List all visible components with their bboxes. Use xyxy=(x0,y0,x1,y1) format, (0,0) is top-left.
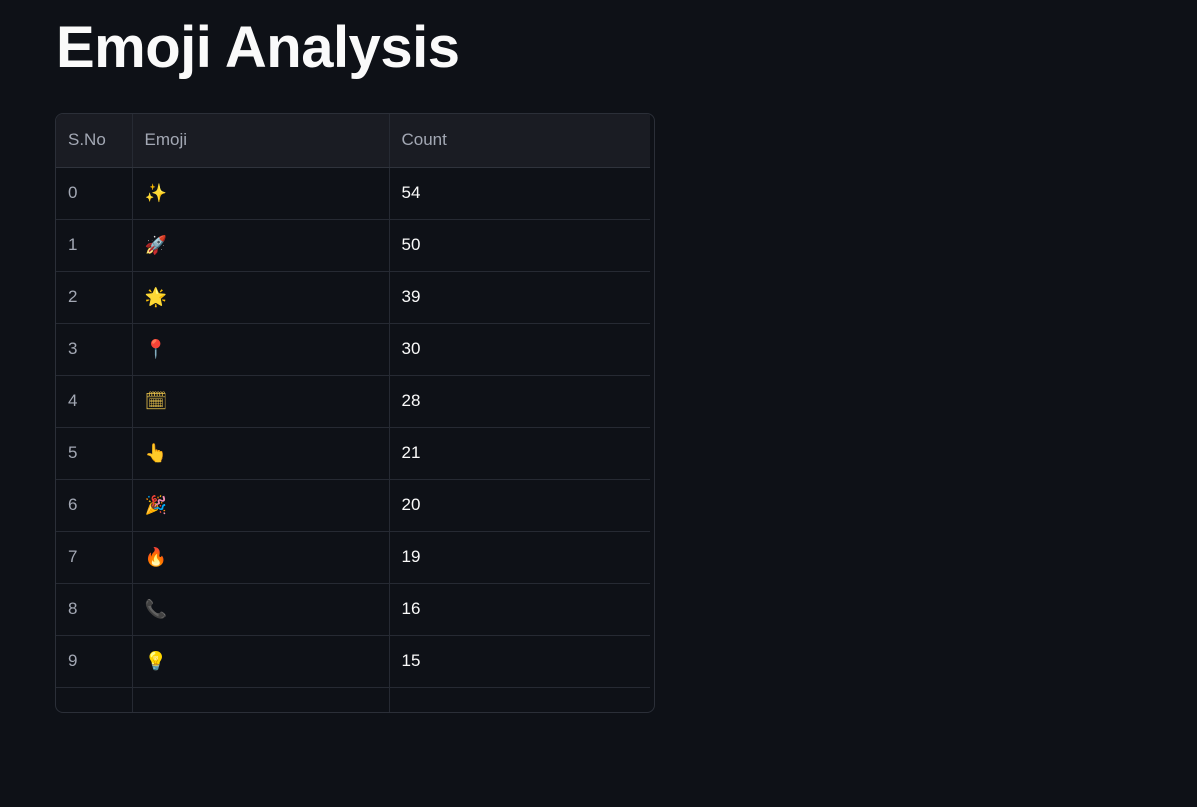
emoji-cell[interactable]: 🌟 xyxy=(132,271,390,324)
emoji-cell[interactable]: ✨ xyxy=(132,167,390,220)
table-row: 7 🔥 19 xyxy=(56,531,650,584)
column-header-count[interactable]: Count xyxy=(389,114,650,168)
emoji-cell[interactable]: 📍 xyxy=(132,323,390,376)
table-row: 5 👆 21 xyxy=(56,427,650,480)
emoji-cell[interactable] xyxy=(132,687,390,712)
column-header-emoji[interactable]: Emoji xyxy=(132,114,390,168)
emoji-table: S.No Emoji Count 0 ✨ 54 1 🚀 50 2 xyxy=(56,114,650,712)
emoji-cell[interactable]: 🗓 xyxy=(132,375,390,428)
column-header-sno[interactable]: S.No xyxy=(56,114,133,168)
table-row-partial xyxy=(56,687,650,712)
emoji-cell[interactable]: 🚀 xyxy=(132,219,390,272)
count-cell[interactable]: 28 xyxy=(389,375,650,428)
row-index-cell[interactable]: 7 xyxy=(56,531,133,584)
table-header-row: S.No Emoji Count xyxy=(56,114,650,168)
count-cell[interactable]: 19 xyxy=(389,531,650,584)
count-cell[interactable]: 50 xyxy=(389,219,650,272)
row-index-cell[interactable]: 8 xyxy=(56,583,133,636)
row-index-cell[interactable]: 3 xyxy=(56,323,133,376)
emoji-cell[interactable]: 💡 xyxy=(132,635,390,688)
table-row: 8 📞 16 xyxy=(56,583,650,636)
row-index-cell[interactable] xyxy=(56,687,133,712)
table-row: 4 🗓 28 xyxy=(56,375,650,428)
count-cell[interactable]: 39 xyxy=(389,271,650,324)
count-cell[interactable]: 16 xyxy=(389,583,650,636)
count-cell[interactable]: 15 xyxy=(389,635,650,688)
emoji-cell[interactable]: 👆 xyxy=(132,427,390,480)
emoji-cell[interactable]: 📞 xyxy=(132,583,390,636)
count-cell[interactable]: 21 xyxy=(389,427,650,480)
row-index-cell[interactable]: 4 xyxy=(56,375,133,428)
table-row: 1 🚀 50 xyxy=(56,219,650,272)
table-row: 9 💡 15 xyxy=(56,635,650,688)
row-index-cell[interactable]: 5 xyxy=(56,427,133,480)
row-index-cell[interactable]: 2 xyxy=(56,271,133,324)
table-row: 0 ✨ 54 xyxy=(56,167,650,220)
table-row: 2 🌟 39 xyxy=(56,271,650,324)
table-row: 3 📍 30 xyxy=(56,323,650,376)
emoji-data-grid[interactable]: S.No Emoji Count 0 ✨ 54 1 🚀 50 2 xyxy=(55,113,655,713)
row-index-cell[interactable]: 0 xyxy=(56,167,133,220)
row-index-cell[interactable]: 6 xyxy=(56,479,133,532)
count-cell[interactable]: 54 xyxy=(389,167,650,220)
count-cell[interactable]: 20 xyxy=(389,479,650,532)
count-cell[interactable]: 30 xyxy=(389,323,650,376)
row-index-cell[interactable]: 1 xyxy=(56,219,133,272)
emoji-cell[interactable]: 🎉 xyxy=(132,479,390,532)
count-cell[interactable] xyxy=(389,687,650,712)
emoji-cell[interactable]: 🔥 xyxy=(132,531,390,584)
row-index-cell[interactable]: 9 xyxy=(56,635,133,688)
table-row: 6 🎉 20 xyxy=(56,479,650,532)
page-title: Emoji Analysis xyxy=(56,15,460,80)
